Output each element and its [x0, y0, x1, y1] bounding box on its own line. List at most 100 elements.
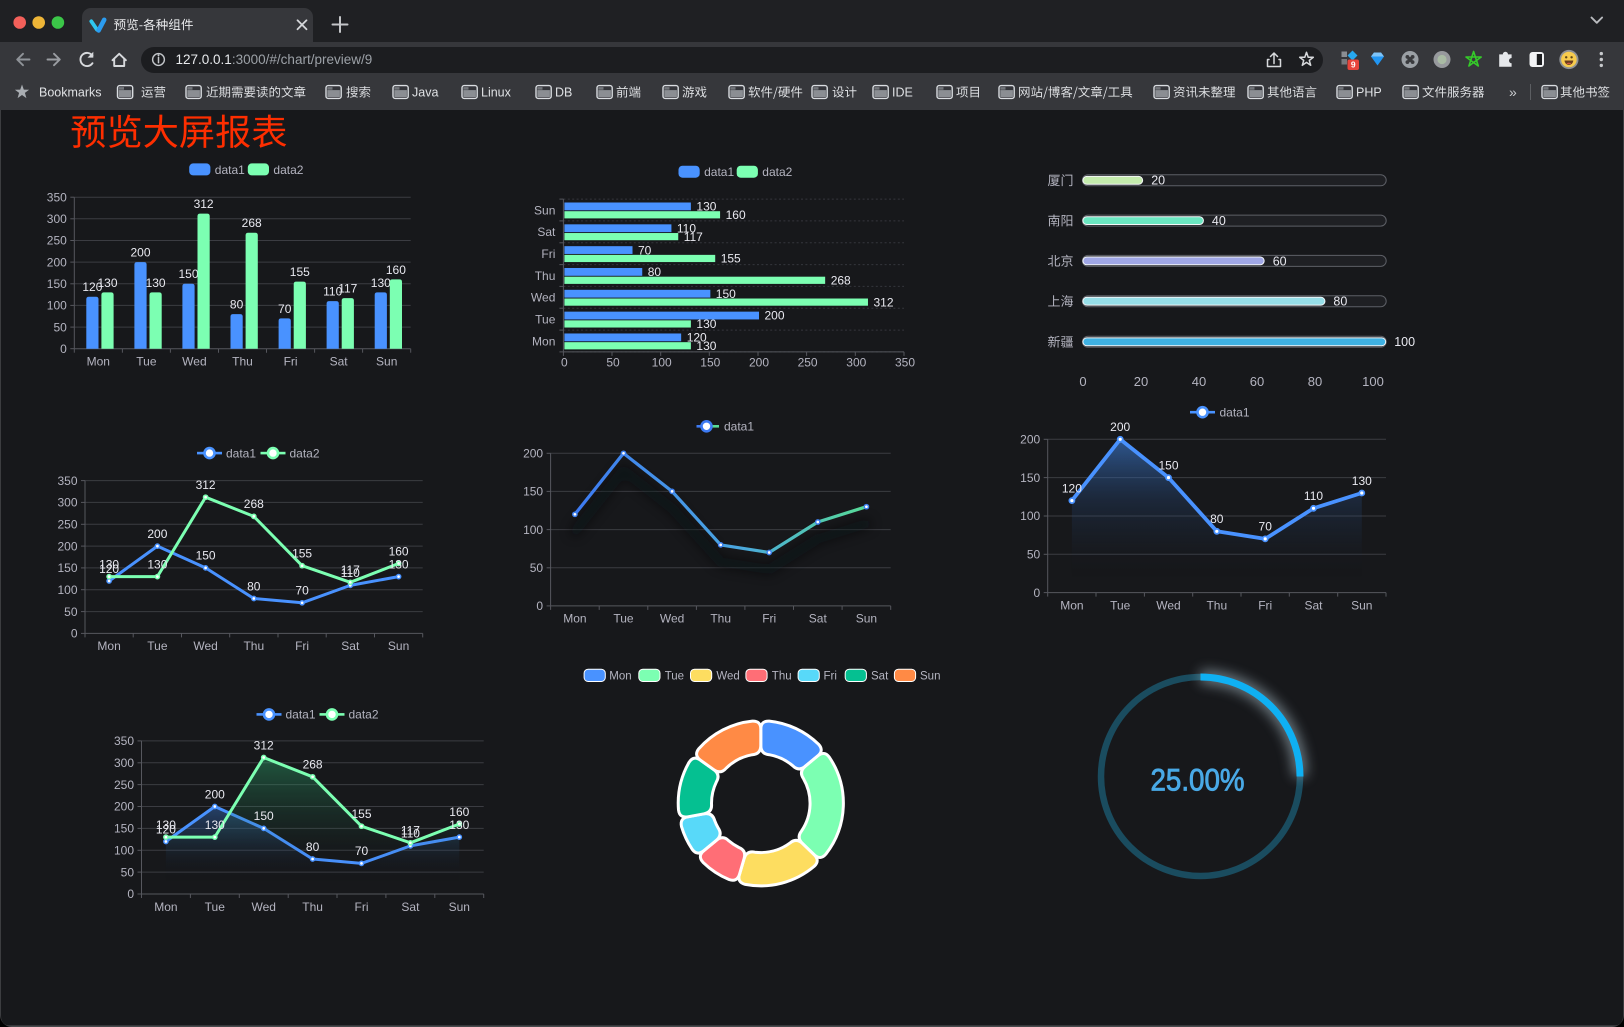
svg-text:200: 200: [749, 356, 769, 370]
svg-text:200: 200: [47, 255, 67, 269]
svg-text:160: 160: [389, 544, 409, 558]
svg-text:268: 268: [831, 274, 851, 288]
svg-text:120: 120: [99, 562, 119, 576]
svg-text:Mon: Mon: [97, 639, 120, 653]
svg-text:130: 130: [449, 818, 469, 832]
svg-text:Tue: Tue: [665, 671, 684, 683]
svg-text:155: 155: [351, 807, 371, 821]
svg-text:200: 200: [523, 447, 543, 461]
svg-text:Fri: Fri: [355, 900, 369, 914]
svg-text:100: 100: [47, 299, 67, 313]
svg-text:160: 160: [449, 805, 469, 819]
svg-text:Thu: Thu: [535, 269, 556, 283]
svg-text:Sat: Sat: [537, 225, 556, 239]
svg-text:200: 200: [1020, 433, 1040, 447]
svg-text:50: 50: [530, 561, 544, 575]
svg-text:»: »: [1509, 84, 1517, 100]
svg-text:data2: data2: [762, 165, 792, 179]
svg-text:70: 70: [278, 302, 292, 316]
svg-text:80: 80: [1210, 512, 1224, 526]
svg-text:Sat: Sat: [1304, 598, 1323, 612]
svg-text:Tue: Tue: [147, 639, 168, 653]
svg-text:150: 150: [700, 356, 720, 370]
svg-text:312: 312: [874, 295, 894, 309]
svg-text:300: 300: [47, 212, 67, 226]
svg-text:25.00%: 25.00%: [1151, 762, 1245, 798]
svg-text:Fri: Fri: [762, 612, 776, 626]
svg-text:300: 300: [114, 756, 134, 770]
svg-text:Wed: Wed: [182, 355, 206, 369]
svg-text:50: 50: [53, 320, 67, 334]
svg-text:110: 110: [341, 566, 360, 580]
svg-text:110: 110: [323, 285, 342, 299]
svg-text:Bookmarks: Bookmarks: [39, 85, 102, 99]
svg-text:Sat: Sat: [401, 900, 420, 914]
svg-text:Sun: Sun: [1351, 598, 1372, 612]
svg-text:Sun: Sun: [388, 639, 409, 653]
svg-text:DB: DB: [555, 85, 572, 99]
svg-text:0: 0: [536, 599, 543, 613]
svg-text:120: 120: [156, 822, 176, 836]
svg-text:Sat: Sat: [341, 639, 360, 653]
svg-text::3000/#/chart/preview/9: :3000/#/chart/preview/9: [232, 52, 372, 67]
svg-text:Mon: Mon: [609, 671, 631, 683]
svg-text:data2: data2: [273, 163, 303, 177]
svg-text:155: 155: [292, 547, 312, 561]
svg-text:Wed: Wed: [660, 612, 684, 626]
svg-text:0: 0: [1079, 374, 1086, 389]
svg-text:150: 150: [523, 485, 543, 499]
svg-text:Sun: Sun: [856, 612, 877, 626]
svg-text:80: 80: [648, 265, 662, 279]
svg-text:160: 160: [726, 208, 746, 222]
svg-text:117: 117: [341, 563, 360, 577]
svg-text:data1: data1: [704, 165, 734, 179]
svg-text:200: 200: [147, 527, 167, 541]
svg-text:155: 155: [290, 265, 310, 279]
svg-text:data1: data1: [724, 420, 754, 434]
svg-text:Sun: Sun: [534, 203, 555, 217]
svg-text:Linux: Linux: [481, 85, 512, 99]
svg-text:Thu: Thu: [302, 900, 323, 914]
svg-text:300: 300: [846, 356, 866, 370]
svg-text:data2: data2: [290, 446, 320, 460]
svg-text:70: 70: [355, 844, 369, 858]
svg-text:312: 312: [194, 197, 214, 211]
svg-text:Tue: Tue: [136, 355, 157, 369]
svg-text:200: 200: [765, 309, 785, 323]
svg-text:110: 110: [1304, 489, 1323, 503]
svg-text:100: 100: [114, 844, 134, 858]
svg-text:130: 130: [389, 557, 409, 571]
svg-text:Fri: Fri: [295, 639, 309, 653]
svg-text:110: 110: [401, 827, 420, 841]
svg-text:350: 350: [114, 734, 134, 748]
svg-text:120: 120: [82, 280, 102, 294]
svg-text:50: 50: [1027, 548, 1041, 562]
svg-text:Wed: Wed: [193, 639, 217, 653]
svg-text:Sun: Sun: [920, 671, 940, 683]
svg-text:Wed: Wed: [251, 900, 275, 914]
svg-text:data1: data1: [215, 163, 245, 177]
svg-text:268: 268: [244, 497, 264, 511]
svg-text:data1: data1: [1220, 406, 1250, 420]
svg-text:130: 130: [146, 276, 166, 290]
svg-text:Fri: Fri: [1258, 598, 1272, 612]
svg-text:data2: data2: [349, 708, 379, 722]
svg-text:50: 50: [606, 356, 620, 370]
svg-text:0: 0: [71, 627, 78, 641]
svg-text:250: 250: [57, 518, 77, 532]
svg-text:data1: data1: [226, 446, 256, 460]
svg-text:Fri: Fri: [284, 355, 298, 369]
svg-text:150: 150: [114, 822, 134, 836]
svg-text:70: 70: [1259, 520, 1273, 534]
svg-text:80: 80: [1333, 295, 1347, 309]
svg-text:Thu: Thu: [710, 612, 731, 626]
svg-text:200: 200: [114, 800, 134, 814]
svg-text:150: 150: [1158, 458, 1178, 472]
svg-text:Tue: Tue: [1110, 598, 1131, 612]
svg-text:120: 120: [1062, 481, 1082, 495]
svg-text:9: 9: [1351, 60, 1356, 70]
svg-text:350: 350: [895, 356, 915, 370]
svg-text:250: 250: [114, 778, 134, 792]
svg-text:200: 200: [57, 539, 77, 553]
svg-text:130: 130: [156, 818, 176, 832]
